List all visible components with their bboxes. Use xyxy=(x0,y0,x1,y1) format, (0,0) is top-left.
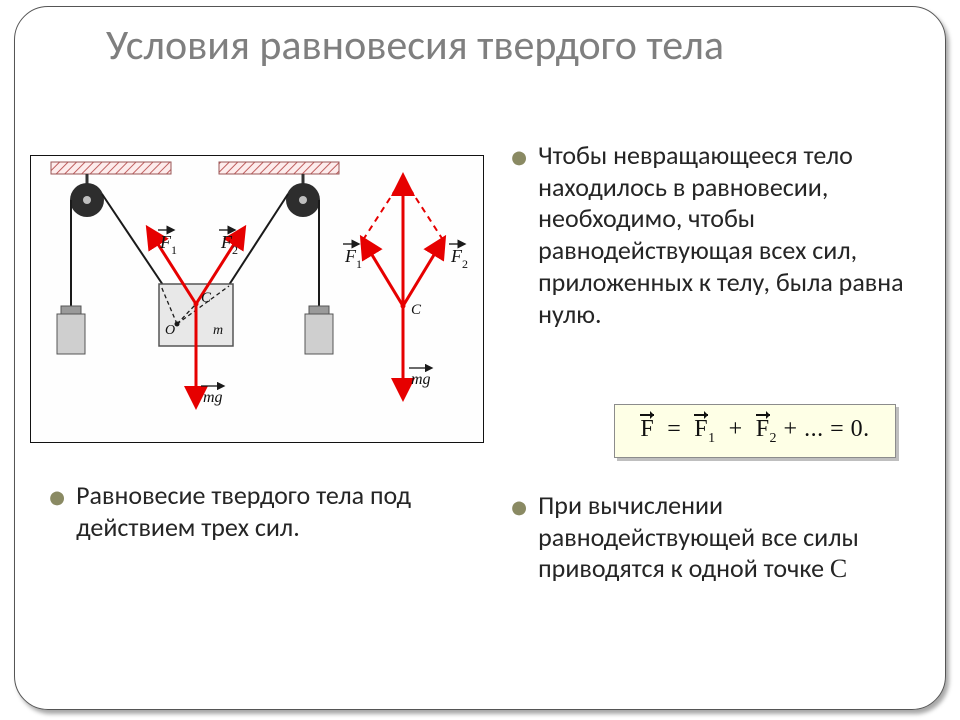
svg-text:C: C xyxy=(411,302,422,318)
svg-text:m: m xyxy=(213,323,223,338)
slide-title: Условия равновесия твердого тела xyxy=(106,22,876,70)
diagram-svg: F 1 F 2 C O m mg xyxy=(31,156,483,442)
svg-text:mg: mg xyxy=(203,389,223,406)
right-p2-point: C xyxy=(830,554,847,583)
right-p1-text: Чтобы невращающееся тело находилось в ра… xyxy=(538,140,930,330)
weight-left xyxy=(57,306,85,354)
svg-text:O: O xyxy=(165,323,175,338)
formula-F2: F xyxy=(756,416,770,442)
svg-text:2: 2 xyxy=(462,257,468,271)
pulley-right xyxy=(286,174,320,217)
right-p2-text: При вычислении равнодействующей все силы… xyxy=(538,490,930,585)
weight-right xyxy=(305,306,333,354)
pulley-left xyxy=(70,174,104,217)
svg-text:2: 2 xyxy=(232,243,238,257)
formula-F1-sub: 1 xyxy=(708,430,716,445)
bullet-dot-icon: ● xyxy=(510,143,528,173)
right-paragraph-2: ● При вычислении равнодействующей все си… xyxy=(510,490,930,585)
left-caption: ● Равновесие твердого тела под действием… xyxy=(48,480,478,543)
svg-text:1: 1 xyxy=(171,243,177,257)
bullet-dot-icon: ● xyxy=(48,483,66,513)
svg-text:1: 1 xyxy=(356,257,362,271)
formula-F2-sub: 2 xyxy=(770,430,778,445)
physics-diagram: F 1 F 2 C O m mg xyxy=(30,155,484,443)
formula: F = F1 + F2 + ... = 0. xyxy=(640,416,869,447)
right-paragraph-1: ● Чтобы невращающееся тело находилось в … xyxy=(510,140,930,330)
formula-box: F = F1 + F2 + ... = 0. xyxy=(614,404,896,458)
slide: Условия равновесия твердого тела xyxy=(0,0,960,720)
formula-tail: + ... = 0. xyxy=(784,416,870,442)
svg-text:C: C xyxy=(201,290,212,306)
svg-text:mg: mg xyxy=(411,371,431,388)
right-p2-prefix: При вычислении равнодействующей все силы… xyxy=(538,489,859,584)
formula-F: F xyxy=(640,416,654,442)
bullet-dot-icon: ● xyxy=(510,493,528,523)
formula-F1: F xyxy=(694,416,708,442)
left-caption-text: Равновесие твердого тела под действием т… xyxy=(76,480,478,543)
